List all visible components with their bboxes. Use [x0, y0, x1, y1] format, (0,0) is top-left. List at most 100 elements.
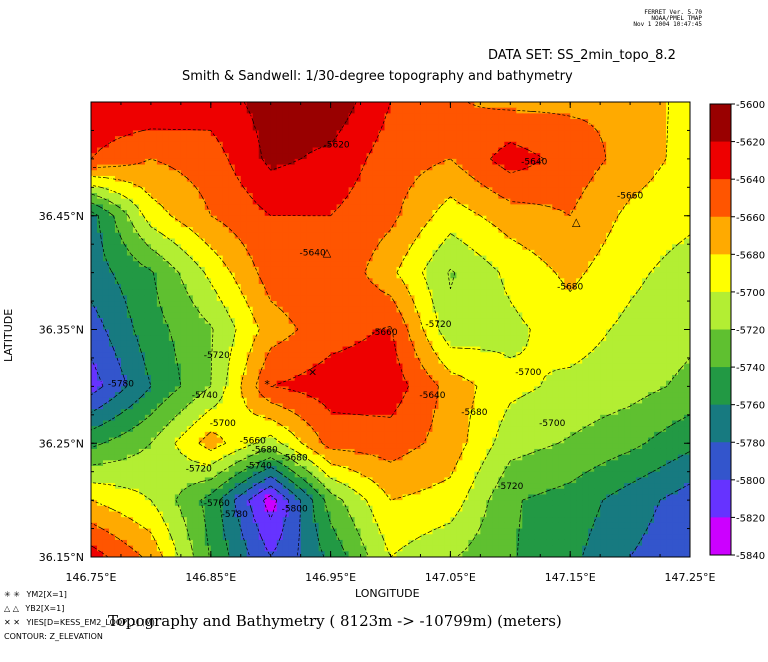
- contour-cell: [198, 249, 206, 257]
- contour-cell: [516, 272, 523, 279]
- contour-cell: [318, 380, 326, 387]
- contour-cell: [294, 255, 302, 262]
- contour-cell: [102, 306, 110, 314]
- contour-cell: [348, 301, 356, 308]
- contour-cell: [246, 181, 254, 188]
- contour-cell: [462, 221, 469, 228]
- contour-cell: [510, 340, 517, 348]
- contour-cell: [324, 232, 332, 240]
- contour-cell: [678, 193, 685, 200]
- contour-cell: [132, 346, 140, 353]
- contour-cell: [408, 198, 416, 205]
- contour-cell: [438, 170, 446, 177]
- contour-cell: [330, 238, 338, 245]
- contour-cell: [408, 352, 416, 359]
- contour-cell: [162, 363, 170, 370]
- contour-cell: [234, 244, 242, 251]
- contour-cell: [234, 306, 242, 314]
- contour-cell: [612, 232, 619, 240]
- contour-cell: [438, 193, 446, 200]
- contour-cell: [102, 147, 110, 154]
- contour-cell: [684, 323, 690, 331]
- contour-cell: [396, 147, 404, 154]
- contour-cell: [654, 193, 661, 200]
- contour-cell: [504, 136, 511, 143]
- contour-cell: [312, 136, 320, 143]
- contour-cell: [306, 312, 314, 319]
- contour-cell: [408, 175, 416, 183]
- contour-cell: [342, 357, 350, 365]
- contour-cell: [330, 255, 338, 262]
- contour-cell: [582, 255, 589, 262]
- contour-cell: [144, 357, 152, 365]
- contour-cell: [450, 193, 457, 200]
- contour-cell: [468, 107, 475, 114]
- contour-cell: [540, 181, 547, 188]
- contour-cell: [648, 198, 655, 205]
- contour-cell: [594, 210, 601, 217]
- contour-cell: [264, 369, 272, 376]
- contour-cell: [528, 153, 535, 160]
- contour-cell: [240, 306, 248, 314]
- contour-cell: [462, 124, 469, 132]
- contour-cell: [228, 340, 236, 348]
- contour-cell: [162, 295, 170, 302]
- contour-cell: [468, 306, 475, 314]
- contour-cell: [420, 175, 428, 183]
- contour-cell: [300, 221, 308, 228]
- contour-cell: [528, 130, 535, 137]
- contour-cell: [576, 175, 583, 183]
- contour-cell: [564, 130, 571, 137]
- contour-cell: [468, 255, 475, 262]
- contour-cell: [612, 187, 619, 194]
- contour-cell: [576, 244, 583, 251]
- contour-cell: [360, 278, 368, 285]
- contour-cell: [264, 153, 272, 160]
- contour-cell: [618, 124, 625, 132]
- contour-cell: [234, 329, 242, 336]
- contour-cell: [204, 136, 212, 143]
- contour-cell: [192, 158, 200, 166]
- contour-cell: [600, 136, 607, 143]
- contour-cell: [450, 272, 457, 279]
- contour-cell: [162, 244, 170, 251]
- contour-cell: [354, 340, 362, 348]
- contour-cell: [102, 175, 110, 183]
- contour-cell: [654, 295, 661, 302]
- contour-cell: [612, 215, 619, 223]
- contour-cell: [96, 346, 104, 353]
- contour-cell: [204, 255, 212, 262]
- contour-cell: [312, 158, 320, 166]
- contour-cell: [258, 198, 266, 205]
- contour-cell: [528, 170, 535, 177]
- contour-cell: [372, 284, 380, 291]
- contour-cell: [438, 255, 446, 262]
- contour-cell: [396, 255, 404, 262]
- contour-cell: [390, 312, 398, 319]
- contour-cell: [324, 357, 332, 365]
- contour-cell: [408, 284, 416, 291]
- contour-cell: [138, 147, 146, 154]
- contour-cell: [618, 278, 625, 285]
- contour-cell: [648, 318, 655, 325]
- contour-cell: [588, 272, 595, 279]
- contour-cell: [210, 107, 218, 114]
- contour-cell: [456, 238, 463, 245]
- contour-cell: [372, 119, 380, 126]
- contour-cell: [684, 164, 690, 171]
- contour-cell: [336, 284, 344, 291]
- contour-cell: [642, 119, 649, 126]
- contour-cell: [270, 329, 278, 336]
- contour-cell: [96, 238, 104, 245]
- contour-cell: [606, 249, 613, 257]
- contour-cell: [516, 102, 523, 109]
- contour-cell: [348, 375, 356, 382]
- contour-cell: [120, 306, 128, 314]
- contour-cell: [684, 266, 690, 274]
- contour-cell: [91, 210, 98, 217]
- contour-cell: [324, 124, 332, 132]
- contour-cell: [576, 335, 583, 342]
- contour-cell: [168, 102, 176, 109]
- contour-cell: [318, 312, 326, 319]
- contour-cell: [540, 375, 547, 382]
